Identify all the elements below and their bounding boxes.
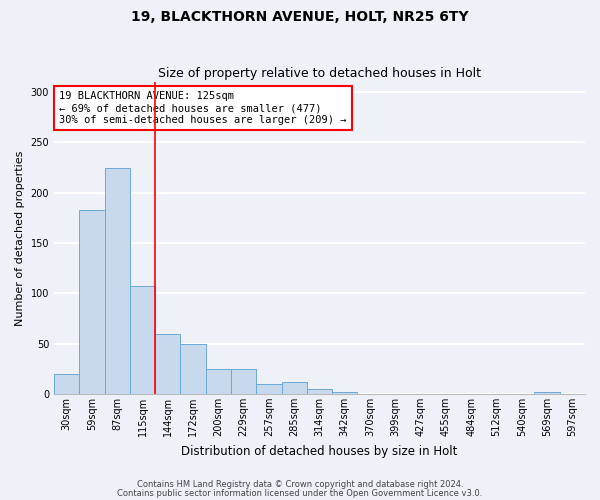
Title: Size of property relative to detached houses in Holt: Size of property relative to detached ho… — [158, 66, 481, 80]
X-axis label: Distribution of detached houses by size in Holt: Distribution of detached houses by size … — [181, 444, 458, 458]
Bar — [206, 368, 231, 394]
Text: Contains HM Land Registry data © Crown copyright and database right 2024.: Contains HM Land Registry data © Crown c… — [137, 480, 463, 489]
Bar — [54, 374, 79, 394]
Bar — [281, 382, 307, 394]
Bar — [256, 384, 281, 394]
Bar — [79, 210, 104, 394]
Bar — [231, 368, 256, 394]
Bar — [332, 392, 358, 394]
Bar — [535, 392, 560, 394]
Text: 19, BLACKTHORN AVENUE, HOLT, NR25 6TY: 19, BLACKTHORN AVENUE, HOLT, NR25 6TY — [131, 10, 469, 24]
Y-axis label: Number of detached properties: Number of detached properties — [15, 150, 25, 326]
Bar — [181, 344, 206, 394]
Bar — [307, 389, 332, 394]
Text: Contains public sector information licensed under the Open Government Licence v3: Contains public sector information licen… — [118, 489, 482, 498]
Bar — [130, 286, 155, 394]
Bar — [155, 334, 181, 394]
Bar — [104, 168, 130, 394]
Text: 19 BLACKTHORN AVENUE: 125sqm
← 69% of detached houses are smaller (477)
30% of s: 19 BLACKTHORN AVENUE: 125sqm ← 69% of de… — [59, 92, 347, 124]
